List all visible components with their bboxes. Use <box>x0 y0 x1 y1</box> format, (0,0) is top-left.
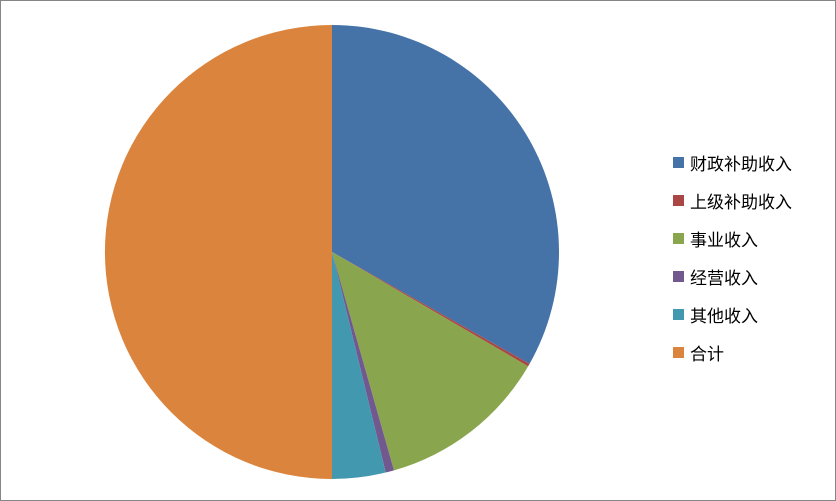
pie-slice <box>332 252 386 479</box>
legend-label: 上级补助收入 <box>690 192 792 213</box>
pie-slice <box>104 24 333 480</box>
legend-swatch <box>673 232 684 244</box>
legend-item: 经营收入 <box>673 257 792 295</box>
legend-label: 合计 <box>690 344 724 365</box>
legend-swatch <box>673 156 684 168</box>
legend-label: 事业收入 <box>690 230 758 251</box>
legend-item: 其他收入 <box>673 295 792 333</box>
legend-item: 合计 <box>673 333 792 371</box>
legend: 财政补助收入 上级补助收入 事业收入 经营收入 其他收入 合计 <box>673 143 792 371</box>
legend-swatch <box>673 308 684 320</box>
legend-swatch <box>673 346 684 358</box>
pie-slice <box>332 252 529 471</box>
pie-slice <box>332 252 394 473</box>
legend-label: 财政补助收入 <box>690 154 792 175</box>
legend-item: 上级补助收入 <box>673 181 792 219</box>
pie-slice <box>332 252 530 367</box>
legend-swatch <box>673 270 684 282</box>
legend-label: 其他收入 <box>690 306 758 327</box>
pie-slice <box>332 25 559 364</box>
legend-label: 经营收入 <box>690 268 758 289</box>
legend-swatch <box>673 194 684 206</box>
legend-item: 事业收入 <box>673 219 792 257</box>
legend-item: 财政补助收入 <box>673 143 792 181</box>
